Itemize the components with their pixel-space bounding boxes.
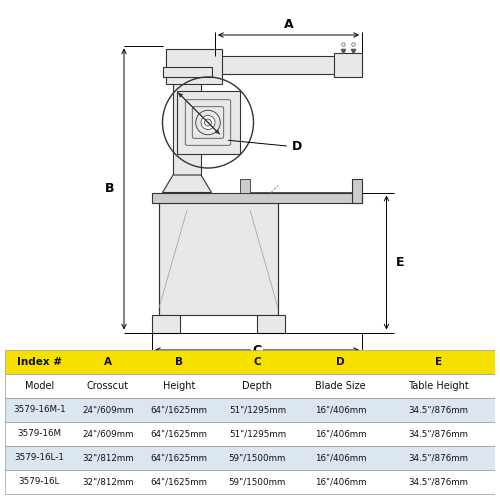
Text: 51"/1295mm: 51"/1295mm — [229, 429, 286, 438]
FancyBboxPatch shape — [176, 91, 240, 154]
Text: 3579-16M-1: 3579-16M-1 — [13, 406, 66, 414]
Text: A: A — [104, 357, 112, 367]
Circle shape — [204, 119, 212, 126]
Text: Blade Size: Blade Size — [316, 381, 366, 391]
Text: 24"/609mm: 24"/609mm — [82, 429, 134, 438]
Text: 34.5"/876mm: 34.5"/876mm — [408, 477, 469, 486]
Text: 64"/1625mm: 64"/1625mm — [150, 477, 208, 486]
Text: D: D — [336, 357, 345, 367]
Text: 34.5"/876mm: 34.5"/876mm — [408, 453, 469, 462]
Text: Height: Height — [163, 381, 195, 391]
Text: C: C — [254, 357, 261, 367]
Bar — [173, 77, 201, 192]
Polygon shape — [257, 315, 285, 332]
Text: Crosscut: Crosscut — [87, 381, 129, 391]
Bar — [162, 66, 212, 77]
Text: 32"/812mm: 32"/812mm — [82, 453, 134, 462]
Text: 59"/1500mm: 59"/1500mm — [228, 453, 286, 462]
Bar — [5, 398, 495, 422]
Text: 16"/406mm: 16"/406mm — [315, 406, 366, 414]
Circle shape — [196, 110, 220, 134]
Bar — [166, 49, 222, 84]
Text: Index #: Index # — [17, 357, 62, 367]
Bar — [5, 470, 495, 494]
Polygon shape — [152, 315, 180, 332]
Text: E: E — [435, 357, 442, 367]
Text: E: E — [396, 256, 405, 269]
Text: C: C — [252, 344, 262, 356]
Text: 24"/609mm: 24"/609mm — [82, 406, 134, 414]
Polygon shape — [159, 203, 278, 315]
Text: 3579-16L: 3579-16L — [18, 477, 60, 486]
Bar — [5, 350, 495, 374]
Bar — [334, 52, 362, 77]
Text: 59"/1500mm: 59"/1500mm — [228, 477, 286, 486]
Text: 16"/406mm: 16"/406mm — [315, 429, 366, 438]
Bar — [166, 56, 362, 74]
Text: 16"/406mm: 16"/406mm — [315, 477, 366, 486]
Text: 64"/1625mm: 64"/1625mm — [150, 406, 208, 414]
Text: 51"/1295mm: 51"/1295mm — [229, 406, 286, 414]
Polygon shape — [162, 175, 212, 192]
Bar — [152, 192, 362, 203]
Text: 34.5"/876mm: 34.5"/876mm — [408, 429, 469, 438]
Text: 64"/1625mm: 64"/1625mm — [150, 429, 208, 438]
Bar — [240, 178, 250, 192]
Circle shape — [201, 116, 215, 130]
Text: 3579-16L-1: 3579-16L-1 — [14, 453, 64, 462]
Text: A: A — [284, 18, 294, 31]
Text: 3579-16M: 3579-16M — [18, 429, 62, 438]
Text: Table Height: Table Height — [408, 381, 469, 391]
Bar — [5, 422, 495, 446]
Text: 64"/1625mm: 64"/1625mm — [150, 453, 208, 462]
Text: 32"/812mm: 32"/812mm — [82, 477, 134, 486]
Text: 16"/406mm: 16"/406mm — [315, 453, 366, 462]
Text: B: B — [175, 357, 183, 367]
Text: 34.5"/876mm: 34.5"/876mm — [408, 406, 469, 414]
Bar — [5, 374, 495, 398]
Text: D: D — [228, 140, 302, 153]
Text: Depth: Depth — [242, 381, 272, 391]
Text: Model: Model — [24, 381, 54, 391]
Bar — [5, 446, 495, 469]
Text: B: B — [106, 182, 115, 196]
Bar — [352, 178, 362, 203]
